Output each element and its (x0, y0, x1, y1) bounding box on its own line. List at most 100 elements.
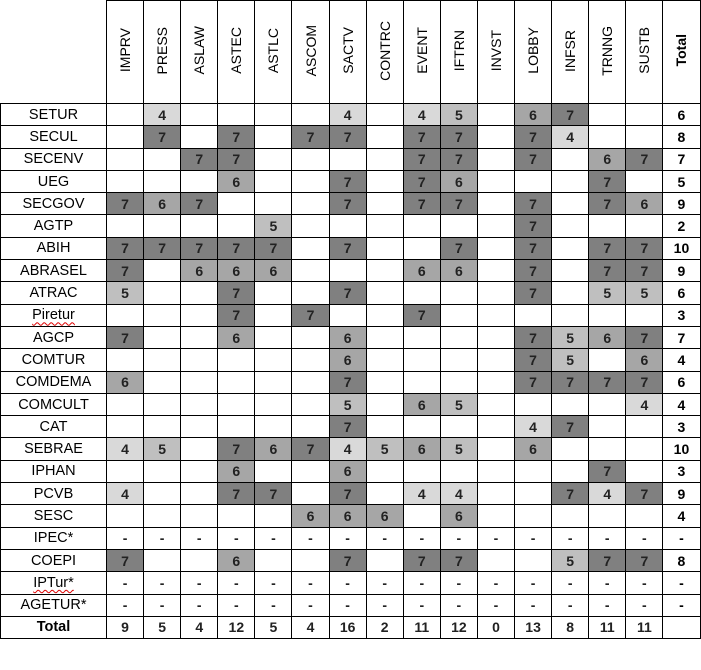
score-cell: 7 (514, 147, 553, 171)
score-cell: 7 (402, 303, 441, 327)
score-cell (180, 482, 219, 506)
table-row: ATRAC 5 7 7 7 5 5 6 (0, 281, 701, 305)
score-cell: - (625, 526, 664, 550)
score-cell (254, 281, 293, 305)
score-cell: - (180, 593, 219, 617)
score-cell (439, 303, 478, 327)
score-cell (217, 415, 256, 439)
score-cell (476, 259, 516, 283)
score-cell: 6 (439, 259, 478, 283)
score-cell: 5 (254, 214, 293, 238)
score-cell (402, 459, 441, 484)
row-label: SECGOV (22, 195, 85, 212)
score-cell (143, 281, 182, 305)
score-cell: 4 (402, 482, 441, 506)
column-total-cell: 11 (588, 615, 627, 640)
score-cell: 7 (402, 169, 441, 194)
row-label-cell: COMTUR (0, 348, 107, 372)
score-cell: 7 (625, 147, 664, 171)
score-cell (143, 147, 182, 171)
score-cell (625, 214, 664, 238)
score-cell (551, 281, 590, 305)
score-cell: 4 (625, 392, 664, 417)
column-total-cell: 0 (476, 615, 516, 640)
score-cell: 6 (291, 504, 330, 528)
column-header-trnng: TRNNG (588, 0, 627, 104)
score-cell: 6 (328, 504, 367, 528)
score-cell (476, 415, 516, 439)
score-cell (254, 192, 293, 216)
score-cell: 6 (588, 325, 627, 350)
table-row: AGCP 7 6 6 7 5 6 7 7 (0, 325, 701, 350)
row-label-cell: COEPI (0, 548, 107, 573)
score-cell (105, 147, 145, 171)
score-cell: 7 (180, 147, 219, 171)
score-cell (291, 392, 330, 417)
row-label: COEPI (30, 552, 77, 569)
score-cell: 7 (217, 281, 256, 305)
column-header-label: ASCOM (302, 24, 319, 77)
score-cell (402, 325, 441, 350)
score-cell: 6 (254, 437, 293, 461)
row-label: ABIH (36, 240, 71, 257)
score-cell (476, 169, 516, 194)
score-cell: 5 (551, 548, 590, 573)
score-cell: 6 (514, 437, 553, 461)
score-cell (476, 281, 516, 305)
score-cell: 4 (105, 482, 145, 506)
table-row: COMTUR 6 7 5 6 4 (0, 348, 701, 372)
row-label-cell: COMCULT (0, 392, 107, 417)
score-cell (291, 281, 330, 305)
score-cell: 7 (625, 236, 664, 261)
score-cell (143, 548, 182, 573)
score-cell (476, 370, 516, 394)
row-label-cell: UEG (0, 169, 107, 194)
column-total-cell: 11 (402, 615, 441, 640)
row-label-cell: ABIH (0, 236, 107, 261)
score-cell: 5 (439, 102, 478, 127)
score-cell: 7 (514, 325, 553, 350)
corner-cell (0, 0, 107, 104)
column-header-label: LOBBY (525, 27, 542, 74)
score-cell: 7 (105, 325, 145, 350)
score-cell: - (588, 526, 627, 550)
score-cell: 7 (402, 147, 441, 171)
score-cell (476, 437, 516, 461)
score-cell (439, 415, 478, 439)
score-cell: 7 (328, 415, 367, 439)
row-label: Piretur (32, 307, 75, 324)
table-row: SESC 6 6 6 6 4 (0, 504, 701, 528)
column-header-aslaw: ASLAW (180, 0, 219, 104)
score-cell (476, 303, 516, 327)
row-label-cell: AGTP (0, 214, 107, 238)
score-cell: 7 (402, 548, 441, 573)
column-total-cell: 5 (143, 615, 182, 640)
score-cell (143, 325, 182, 350)
score-cell (217, 214, 256, 238)
score-cell (143, 415, 182, 439)
score-cell: 4 (328, 102, 367, 127)
column-header-astec: ASTEC (217, 0, 256, 104)
row-label-cell: SESC (0, 504, 107, 528)
column-header-ascom: ASCOM (291, 0, 330, 104)
score-cell (365, 415, 404, 439)
score-cell: - (291, 593, 330, 617)
score-cell (180, 437, 219, 461)
row-label: SECENV (23, 151, 84, 168)
score-cell: 6 (217, 459, 256, 484)
score-cell: 6 (105, 370, 145, 394)
score-cell: 4 (588, 482, 627, 506)
score-cell: - (291, 526, 330, 550)
row-label: ABRASEL (20, 262, 87, 279)
row-label-cell: ATRAC (0, 281, 107, 305)
score-cell: - (625, 593, 664, 617)
row-label: AGTP (33, 218, 74, 235)
score-cell: - (402, 593, 441, 617)
row-total-cell: 6 (662, 281, 701, 305)
score-cell (291, 214, 330, 238)
table-row: ABIH 7 7 7 7 7 7 7 7 7 7 10 (0, 236, 701, 261)
table-row: CAT 7 4 7 3 (0, 415, 701, 439)
score-cell (143, 348, 182, 372)
score-cell: - (143, 526, 182, 550)
column-total-cell: 2 (365, 615, 404, 640)
